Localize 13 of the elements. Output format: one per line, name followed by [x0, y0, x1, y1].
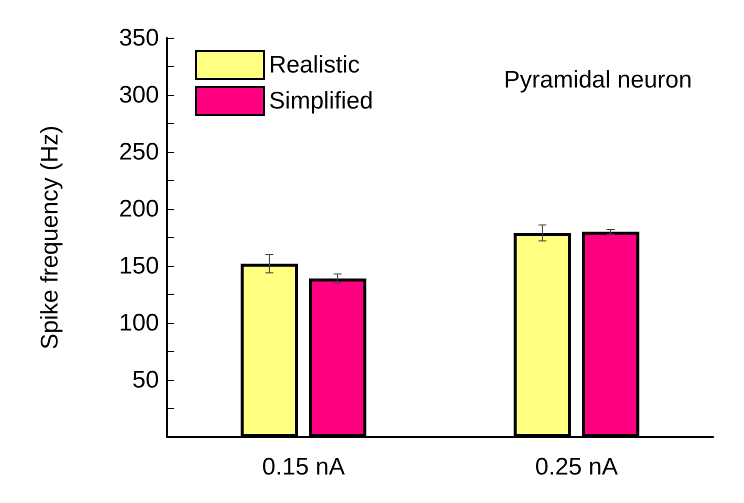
x-tick-label: 0.25 nA [535, 454, 618, 480]
annotation: Pyramidal neuron [504, 66, 692, 94]
y-tick-label: 150 [118, 252, 159, 280]
y-tick-label: 250 [118, 138, 159, 166]
y-tick-label: 350 [118, 24, 159, 52]
x-tick-label: 0.15 nA [262, 454, 345, 480]
y-tick-label: 300 [118, 82, 159, 108]
y-axis-title: Spike frequency (Hz) [36, 125, 64, 350]
y-tick-label: 200 [118, 196, 159, 222]
y-tick-label: 50 [132, 366, 159, 394]
y-tick-label: 100 [118, 310, 159, 336]
legend-label: Simplified [269, 88, 374, 114]
legend-label: Realistic [269, 52, 360, 78]
